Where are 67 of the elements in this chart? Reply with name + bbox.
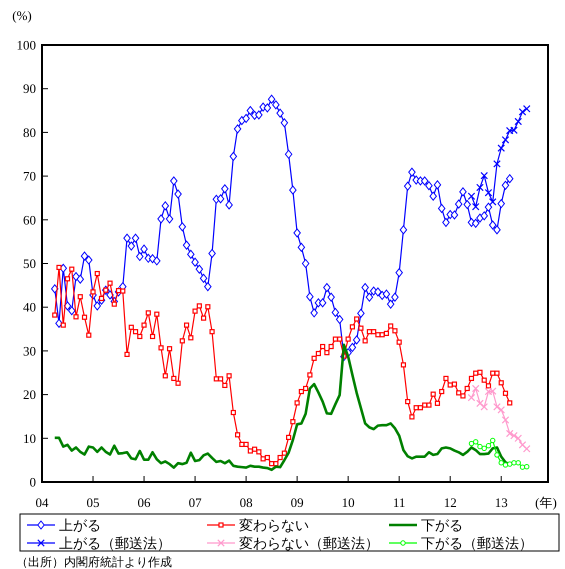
point — [488, 387, 497, 395]
legend-label: 変わらない — [239, 518, 309, 534]
y-tick-label: 20 — [23, 387, 36, 402]
x-tick-label: 10 — [342, 495, 355, 510]
point — [506, 126, 514, 134]
y-tick-label: 70 — [23, 168, 36, 184]
point — [522, 105, 531, 113]
y-tick-label: 100 — [16, 38, 36, 52]
point — [480, 172, 488, 180]
point — [493, 160, 501, 168]
x-tick-label: 11 — [392, 495, 406, 510]
point — [482, 446, 487, 452]
y-tick-label: 40 — [23, 300, 36, 315]
point — [516, 460, 521, 466]
legend-label: 上がる — [59, 518, 101, 534]
y-axis-title: (%) — [12, 8, 32, 23]
x-tick-label: 08 — [240, 495, 253, 510]
y-tick-label: 10 — [23, 430, 36, 446]
point — [476, 184, 484, 192]
point — [497, 406, 506, 414]
text: （出所）内閣府統計より作成 — [16, 555, 172, 569]
x-tick-label: 13 — [494, 495, 508, 510]
y-tick-label: 60 — [23, 212, 36, 228]
legend-label: 上がる（郵送法） — [59, 536, 171, 552]
point — [507, 461, 512, 467]
point — [477, 444, 483, 450]
x-tick-label: 05 — [86, 495, 100, 510]
y-tick-label: 50 — [23, 256, 36, 271]
point — [468, 394, 476, 402]
point — [473, 439, 478, 444]
y-tick-label: 90 — [23, 81, 36, 96]
y-tick-label: 30 — [23, 343, 36, 358]
point — [468, 192, 476, 200]
point — [497, 144, 506, 152]
point — [472, 384, 480, 392]
point — [522, 444, 531, 453]
point — [502, 416, 510, 424]
point — [524, 464, 530, 470]
point — [498, 460, 504, 466]
point — [502, 136, 510, 144]
point — [514, 118, 522, 126]
x-axis-title: (年) — [535, 495, 557, 510]
point — [506, 430, 514, 438]
point — [490, 438, 496, 444]
point — [518, 441, 526, 449]
point — [476, 400, 484, 408]
legend-label: 下がる — [421, 519, 463, 534]
x-tick-label: 06 — [138, 495, 152, 510]
point — [480, 403, 488, 411]
x-tick-label: 09 — [290, 495, 304, 510]
legend-label: 下がる（郵送法） — [421, 536, 533, 552]
x-tick-label: 04 — [36, 495, 49, 510]
point — [486, 443, 492, 448]
x-tick-label: 12 — [444, 495, 457, 510]
point — [514, 434, 522, 442]
point — [468, 440, 474, 446]
point — [488, 198, 497, 206]
point — [493, 403, 501, 411]
point — [511, 460, 517, 466]
point — [484, 188, 492, 197]
point — [502, 462, 508, 468]
point — [472, 202, 480, 210]
y-tick-label: 0 — [30, 474, 36, 490]
point — [494, 452, 500, 458]
y-tick-label: 80 — [23, 124, 36, 140]
legend-label: 変わらない（郵送法） — [239, 536, 379, 552]
x-tick-label: 07 — [188, 495, 202, 510]
